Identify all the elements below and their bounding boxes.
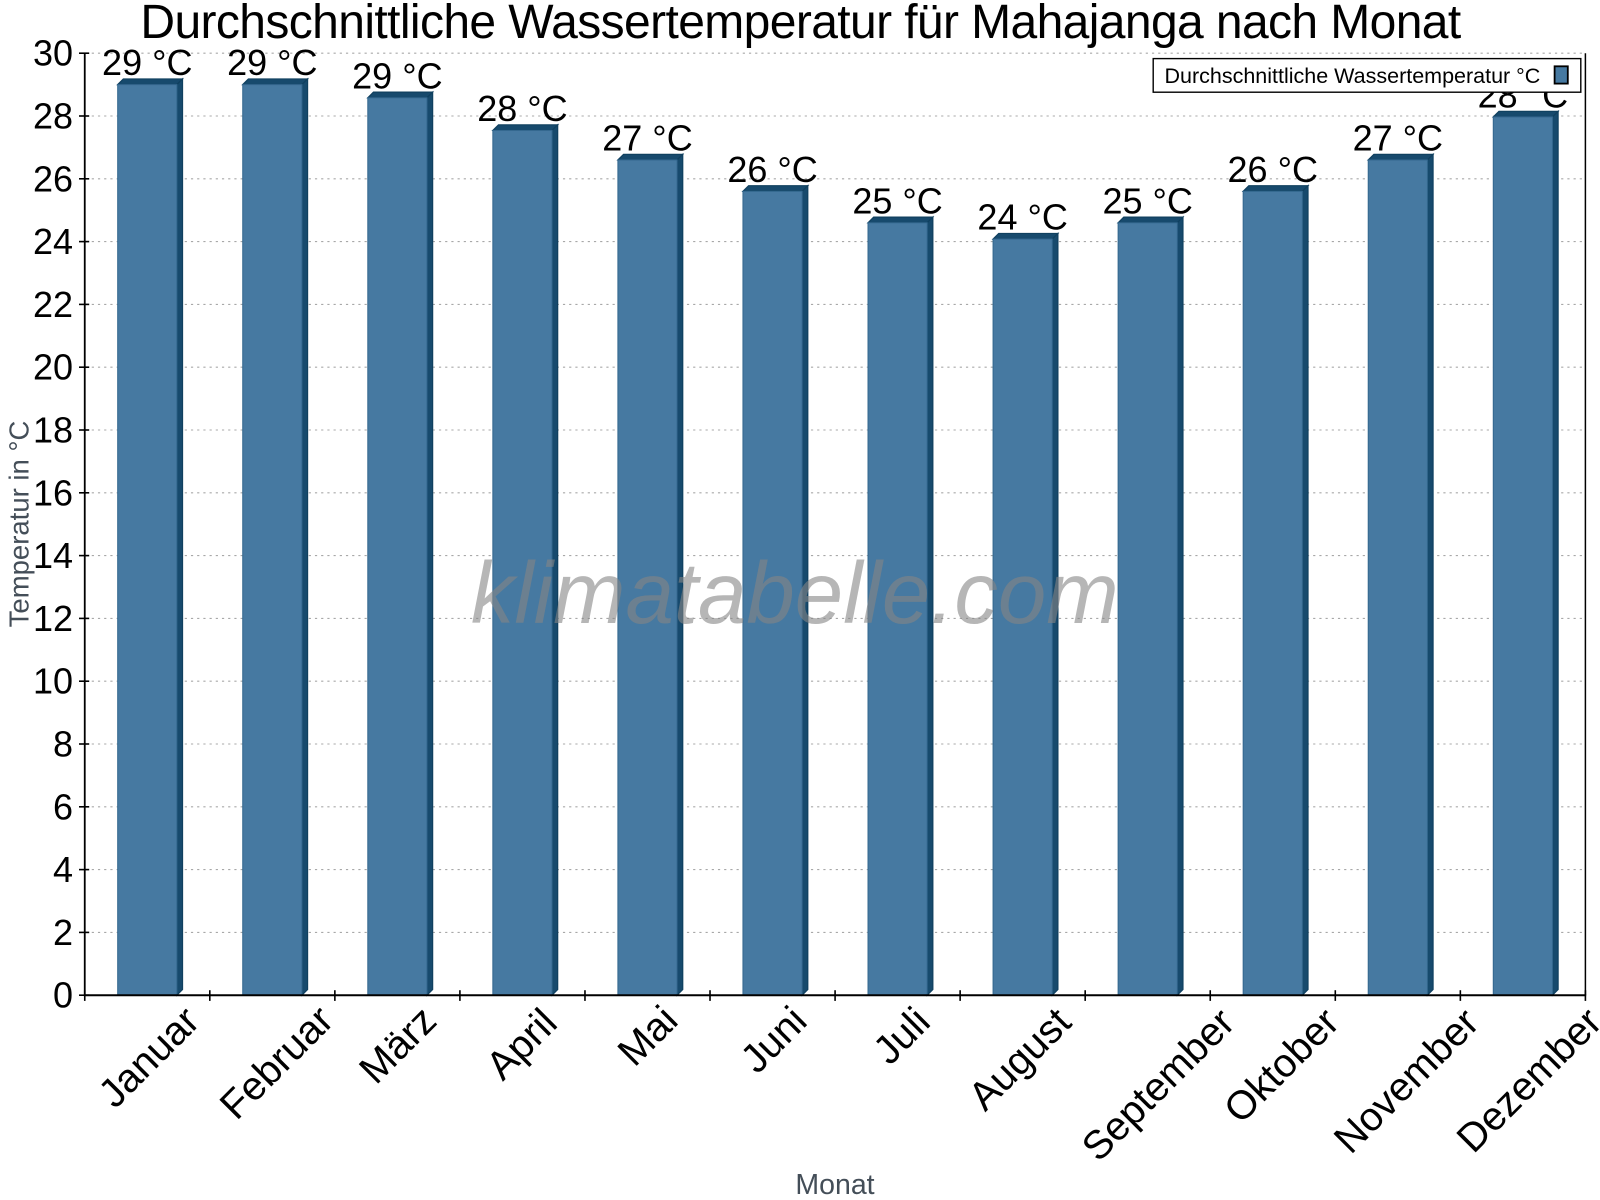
svg-text:6: 6 [53, 786, 73, 827]
svg-text:12: 12 [33, 598, 73, 639]
svg-text:26 °C: 26 °C [1228, 149, 1318, 190]
svg-text:10: 10 [33, 661, 73, 702]
svg-text:4: 4 [53, 849, 73, 890]
svg-text:14: 14 [33, 535, 73, 576]
svg-text:24 °C: 24 °C [977, 197, 1067, 238]
svg-text:28 °C: 28 °C [477, 88, 567, 129]
svg-text:28: 28 [33, 96, 73, 137]
svg-text:Durchschnittliche Wassertemper: Durchschnittliche Wassertemperatur °C [1165, 64, 1541, 88]
svg-text:Durchschnittliche Wassertemper: Durchschnittliche Wassertemperatur für M… [140, 0, 1460, 49]
svg-text:8: 8 [53, 724, 73, 765]
svg-text:18: 18 [33, 410, 73, 451]
svg-text:25 °C: 25 °C [1102, 180, 1192, 221]
svg-text:klimatabelle.com: klimatabelle.com [471, 545, 1119, 642]
svg-text:27 °C: 27 °C [602, 117, 692, 158]
svg-text:Temperatur in °C: Temperatur in °C [4, 421, 35, 628]
svg-text:26: 26 [33, 158, 73, 199]
svg-text:22: 22 [33, 284, 73, 325]
svg-text:27 °C: 27 °C [1353, 117, 1443, 158]
svg-text:2: 2 [53, 912, 73, 953]
svg-text:24: 24 [33, 221, 73, 262]
svg-text:Monat: Monat [795, 1169, 874, 1200]
svg-text:26 °C: 26 °C [727, 149, 817, 190]
svg-text:29 °C: 29 °C [102, 42, 192, 83]
svg-text:29 °C: 29 °C [352, 55, 442, 96]
svg-text:25 °C: 25 °C [852, 180, 942, 221]
svg-text:16: 16 [33, 472, 73, 513]
svg-text:20: 20 [33, 347, 73, 388]
svg-text:30: 30 [33, 33, 73, 74]
svg-text:0: 0 [53, 975, 73, 1016]
svg-text:29 °C: 29 °C [227, 42, 317, 83]
